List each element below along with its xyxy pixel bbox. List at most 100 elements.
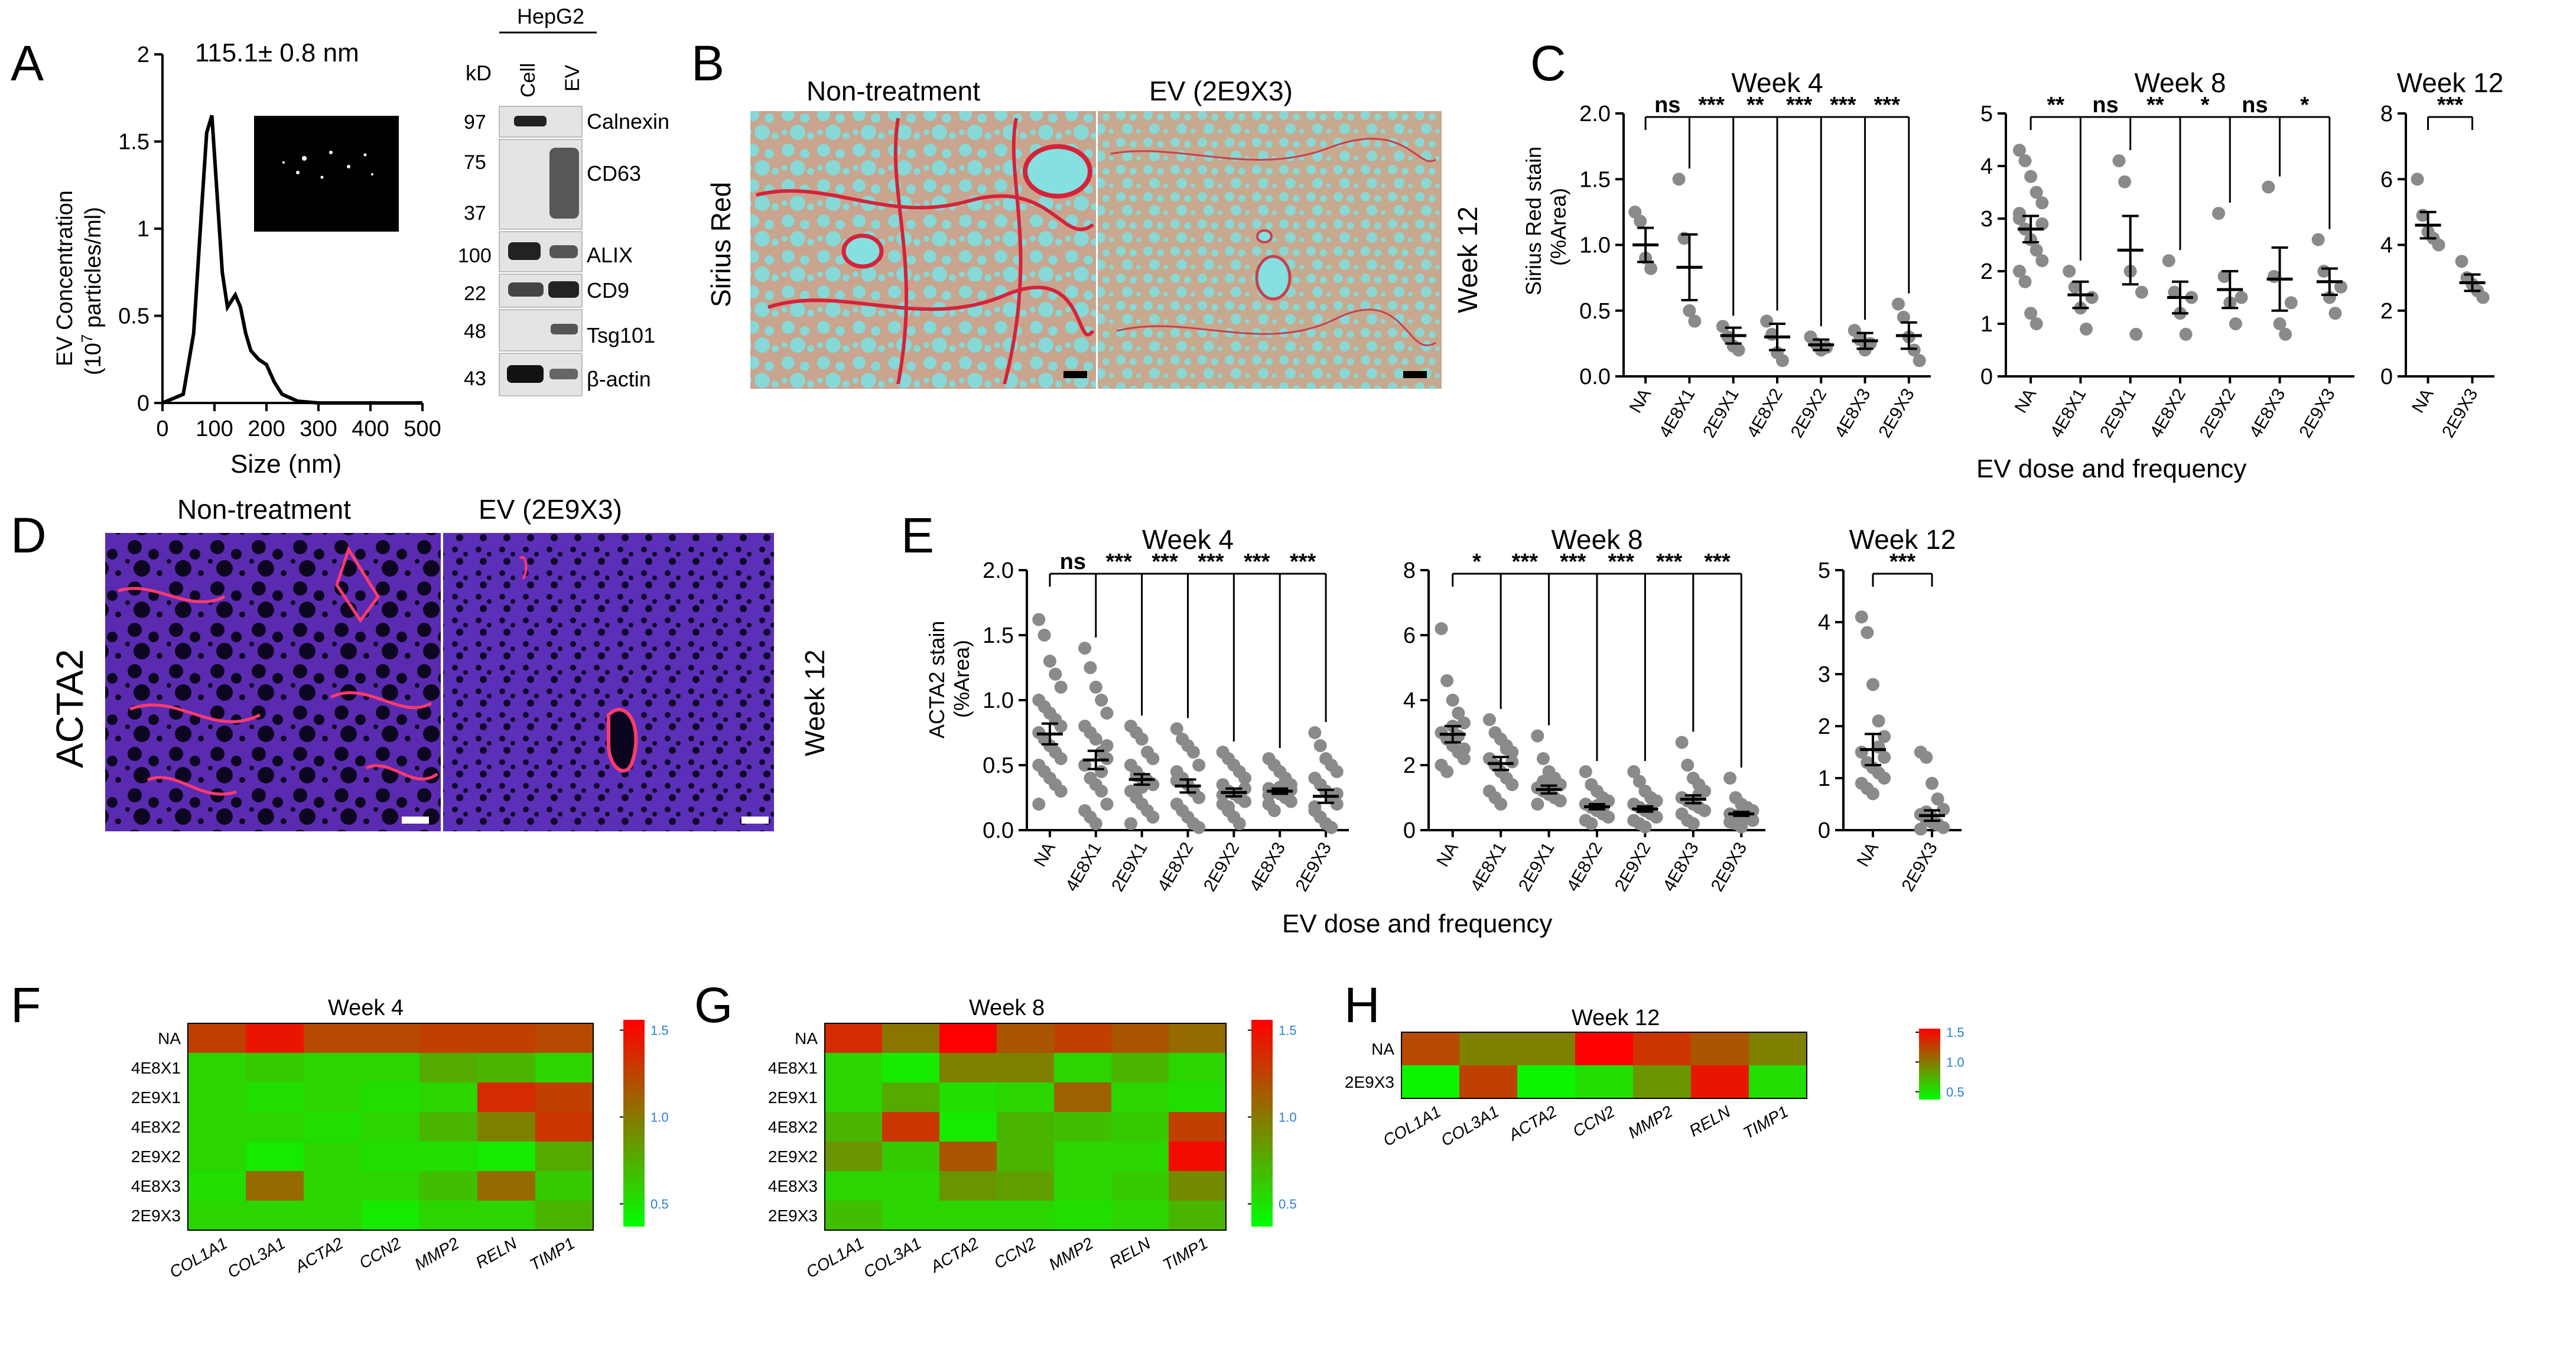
- data-point: [1681, 759, 1694, 772]
- data-point: [2476, 291, 2490, 304]
- panel-f: F Week 4 NA 4E8X1 2E9X1 4E8X2 2E9X2 4E8X3 2E9X…: [11, 977, 669, 1282]
- data-point: [1435, 622, 1448, 635]
- data-point: [1049, 668, 1062, 681]
- color-scale-label: 1.5: [650, 1023, 669, 1038]
- x-tick-label: 4E8X1: [1467, 839, 1511, 895]
- x-tick-label: 2E9X1: [1699, 385, 1743, 441]
- heatmap-cell: [477, 1023, 535, 1053]
- panel-letter-a: A: [11, 35, 44, 91]
- x-tick-label: 2E9X3: [1898, 839, 1941, 895]
- heatmap-cell: [997, 1082, 1054, 1112]
- data-point: [1037, 629, 1051, 642]
- data-point: [1238, 772, 1252, 785]
- heatmap-cell: [304, 1023, 362, 1053]
- heatmap-cell: [304, 1201, 362, 1230]
- band-alix-ev: [549, 245, 578, 258]
- scale-bar-b1: [1063, 371, 1087, 378]
- heatmap-cell: [939, 1053, 997, 1082]
- data-point: [2012, 207, 2026, 220]
- data-point: [2035, 196, 2049, 210]
- x-tick-label: 4E8X3: [1831, 385, 1875, 441]
- data-point: [2217, 269, 2231, 283]
- c-y-label-line1: Sirius Red stain: [1521, 147, 1546, 295]
- a-x-tick-label: 0: [156, 417, 168, 441]
- heatmap-col-label: COL1A1: [803, 1234, 867, 1282]
- data-point: [1675, 736, 1689, 749]
- data-point: [1146, 778, 1160, 791]
- a-title: 115.1± 0.8 nm: [195, 38, 359, 67]
- x-tick-label: 2E9X2: [1787, 385, 1831, 441]
- heatmap-cell: [304, 1053, 362, 1082]
- chart-e-week4: Week 40.00.51.01.52.0NA 4E8X1 2E9X1 4E8X2 2E…: [983, 524, 1349, 895]
- data-point: [1089, 733, 1102, 746]
- data-point: [1054, 720, 1068, 733]
- band-cd9-ev: [548, 281, 579, 298]
- significance-label: ns: [2092, 93, 2118, 118]
- heatmap-cell: [1517, 1032, 1575, 1065]
- y-tick-label: 1: [1818, 766, 1830, 791]
- y-tick-label: 0.0: [983, 818, 1014, 843]
- scale-bar-d1: [402, 817, 429, 824]
- significance-label: ***: [1290, 549, 1316, 574]
- heatmap-cell: [362, 1082, 419, 1112]
- panel-d: D Non-treatment EV (2E9X3) ACTA2 Week 12: [11, 494, 830, 831]
- band-cd9-cell: [508, 282, 544, 297]
- significance-label: ns: [1654, 93, 1680, 118]
- data-point: [2018, 154, 2032, 168]
- blot-lane-ev: EV: [561, 64, 584, 92]
- data-point: [1746, 814, 1759, 827]
- data-point: [1440, 765, 1454, 778]
- data-point: [2029, 186, 2043, 199]
- heatmap-cell: [188, 1112, 246, 1142]
- a-x-label: Size (nm): [230, 450, 341, 479]
- significance-label: *: [2300, 93, 2309, 118]
- heatmap-col-label: MMP2: [1625, 1102, 1676, 1142]
- heatmap-cell: [882, 1082, 939, 1112]
- nta-inset-particles: [282, 151, 373, 179]
- heatmap-row-label: 2E9X3: [1345, 1073, 1394, 1091]
- chart-title: Week 4: [1731, 67, 1823, 98]
- panel-a: A 115.1± 0.8 nm 0 0.5 1 1.5 2 0 100 200 300 400 5…: [11, 4, 669, 479]
- x-tick-label: 4E8X3: [1246, 839, 1290, 895]
- heatmap-cell: [188, 1023, 246, 1053]
- data-point: [1452, 707, 1465, 720]
- heatmap-cell: [1633, 1065, 1691, 1098]
- d-side-label: ACTA2: [48, 649, 91, 768]
- a-x-tick-label: 300: [300, 417, 337, 441]
- heatmap-cell: [1169, 1112, 1226, 1142]
- x-tick-label: NA: [2011, 385, 2040, 417]
- color-scale-label: 0.5: [650, 1197, 669, 1212]
- heatmap-cell: [246, 1171, 304, 1201]
- data-point: [1861, 626, 1874, 639]
- heatmap-cell: [997, 1053, 1054, 1082]
- chart-c-week12: Week 12 0 2 4 6 8 NA 2E9X3 ***: [2380, 67, 2503, 441]
- data-point: [1644, 262, 1658, 275]
- data-point: [2012, 265, 2026, 278]
- heatmap-cell: [1691, 1032, 1749, 1065]
- data-point: [1716, 320, 1729, 333]
- marker-22: 22: [464, 282, 486, 305]
- a-x-tick-label: 400: [352, 417, 389, 441]
- acta2-vessel-ev: [607, 708, 638, 773]
- x-tick-label: 4E8X3: [1659, 839, 1703, 895]
- y-tick-label: 5: [1980, 102, 1993, 126]
- y-tick-label: 2: [1980, 259, 1993, 284]
- data-point: [1531, 798, 1544, 811]
- data-point: [1482, 713, 1496, 726]
- data-point: [2129, 327, 2143, 341]
- heatmap-col-label: ACTA2: [291, 1234, 346, 1276]
- heatmap-cell: [535, 1201, 593, 1230]
- a-x-ticks: 0 100 200 300 400 500: [156, 403, 441, 441]
- heatmap-cell: [188, 1201, 246, 1230]
- heatmap-frame: [187, 1023, 594, 1231]
- y-tick-label: 4: [1980, 154, 1993, 179]
- heatmap-cell: [939, 1171, 997, 1201]
- panel-letter-f: F: [11, 977, 41, 1033]
- y-tick-label: 0.5: [1579, 299, 1611, 324]
- chart-c-week8: Week 8 0 1 2 3 4 5 NA 4E8X1 2E9X1 4E8X2 2E9X2 4E8X3 2…: [1980, 67, 2354, 441]
- panel-letter-d: D: [11, 508, 47, 563]
- band-cd63-ev: [549, 148, 579, 219]
- data-point: [1735, 820, 1748, 834]
- heatmap-col-label: COL3A1: [860, 1234, 925, 1282]
